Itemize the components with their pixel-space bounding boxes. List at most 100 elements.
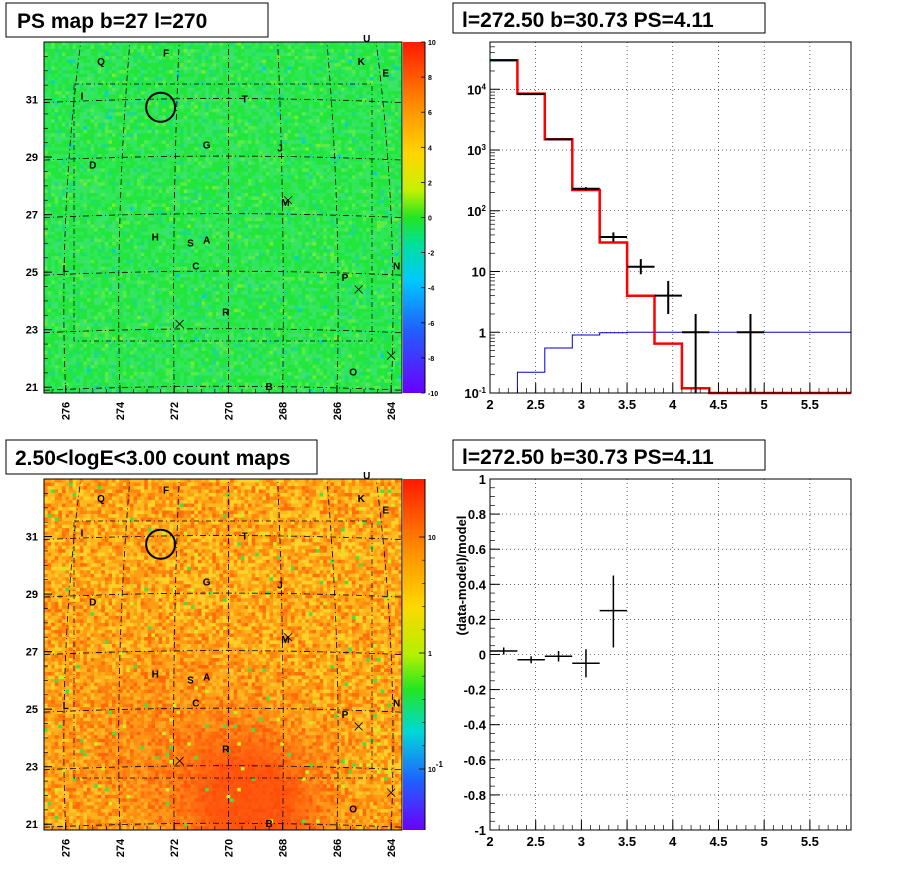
x-tick-label: 270 <box>223 839 235 857</box>
x-tick-label: 264 <box>386 838 398 857</box>
source-label: H <box>152 233 159 244</box>
y-tick-label: 0.6 <box>468 542 486 557</box>
source-label: I <box>81 529 84 540</box>
x-tick-label: 5.5 <box>801 834 819 849</box>
x-marker <box>386 351 396 360</box>
y-tick-label: 103 <box>467 143 486 158</box>
y-tick-label: -0.8 <box>464 788 486 803</box>
background-model-line <box>490 331 851 394</box>
source-label: K <box>358 57 366 68</box>
x-tick-label: 274 <box>115 401 127 420</box>
count-map-pixels <box>44 479 403 831</box>
residual-panel: 2 2.5 3 3.5 4 4.5 5 5.5 1 0.8 0.6 0.4 0.2 0 -0.2 -0.4 -0… <box>452 439 852 849</box>
x-tick-label: 4 <box>669 397 677 412</box>
ps-map-grid <box>43 41 403 394</box>
y-tick-label: 21 <box>26 819 38 831</box>
x-tick-label: 266 <box>332 839 344 857</box>
x-tick-label: 2 <box>486 397 493 412</box>
count-map-axes: 276 274 272 270 268 266 264 31 29 27 25 23 21 <box>26 493 398 857</box>
x-tick-label: 3 <box>578 834 585 849</box>
x-marker <box>354 722 363 731</box>
x-tick-label: 270 <box>223 402 235 420</box>
source-label: M <box>281 635 289 646</box>
y-tick-label: 104 <box>467 82 486 97</box>
x-tick-label: 4.5 <box>709 834 727 849</box>
residual-grid <box>490 479 851 830</box>
spectrum-frame: 2 2.5 3 3.5 4 4.5 5 5.5 10-1 1 10 102 103 104 <box>464 41 852 412</box>
count-map-grid <box>43 478 403 831</box>
spectrum-title-box: l=272.50 b=30.73 PS=4.11 <box>452 2 766 34</box>
x-marker <box>175 756 184 766</box>
source-label: A <box>203 672 210 683</box>
residual-title-box: l=272.50 b=30.73 PS=4.11 <box>452 439 766 471</box>
x-tick-label: 2.5 <box>527 397 545 412</box>
source-label: N <box>393 261 400 272</box>
y-tick-label: 102 <box>467 204 486 219</box>
candidate-circle <box>145 91 177 123</box>
x-tick-label: 268 <box>278 402 290 420</box>
ps-map-source-labels: Q F U K E I T G J D M H S A C L P N R O B <box>63 34 401 393</box>
y-tick-label: -0.4 <box>464 718 487 733</box>
spectrum-panel: 2 2.5 3 3.5 4 4.5 5 5.5 10-1 1 10 102 103 104 l=272.5… <box>452 2 852 412</box>
y-tick-label: 21 <box>26 382 38 394</box>
source-label: G <box>203 141 211 152</box>
y-tick-label: 1 <box>479 325 486 340</box>
x-marker <box>354 285 363 294</box>
x-tick-label: 4.5 <box>709 397 727 412</box>
y-tick-label: 1 <box>479 472 486 487</box>
x-tick-label: 266 <box>332 402 344 420</box>
source-label: C <box>192 261 199 272</box>
x-tick-label: 264 <box>386 401 398 420</box>
count-map-colorbar: 10 1 10-1 <box>403 479 443 830</box>
colorbar-tick-label: 4 <box>428 145 432 152</box>
colorbar-tick-label: -4 <box>428 286 434 293</box>
x-tick-label: 276 <box>61 839 73 857</box>
colorbar-tick-label: 1 <box>428 651 432 658</box>
x-tick-label: 3.5 <box>618 834 636 849</box>
source-label: B <box>265 819 272 830</box>
source-label: U <box>363 34 370 45</box>
source-label: D <box>89 598 96 609</box>
colorbar-tick-label: 8 <box>428 75 432 82</box>
y-tick-label: 10-1 <box>464 386 486 401</box>
source-label: T <box>242 531 248 542</box>
source-label: H <box>152 670 159 681</box>
y-tick-label: 29 <box>26 152 38 164</box>
source-label: U <box>363 471 370 482</box>
y-tick-label: -0.2 <box>464 683 486 698</box>
x-tick-label: 3 <box>578 397 585 412</box>
colorbar-tick-label: -6 <box>428 321 434 328</box>
x-tick-label: 272 <box>169 402 181 420</box>
x-tick-label: 5 <box>761 834 768 849</box>
source-label: F <box>163 48 169 59</box>
source-label: I <box>81 92 84 103</box>
residual-frame: 2 2.5 3 3.5 4 4.5 5 5.5 1 0.8 0.6 0.4 0.2 0 -0.2 -0.4 -0… <box>454 472 852 849</box>
y-tick-label: 25 <box>26 704 38 716</box>
y-tick-label: 23 <box>26 325 38 337</box>
y-tick-label: 0.8 <box>468 507 486 522</box>
residual-points <box>490 575 628 678</box>
y-tick-label: -0.6 <box>464 753 486 768</box>
source-label: E <box>382 506 389 517</box>
spectrum-axes: 2 2.5 3 3.5 4 4.5 5 5.5 10-1 1 10 102 103 104 <box>464 41 847 412</box>
source-label: M <box>281 198 289 209</box>
ps-map-title: PS map b=27 l=270 <box>17 10 207 33</box>
colorbar-tick-label: 10 <box>428 40 436 47</box>
source-label: C <box>192 698 199 709</box>
y-tick-label: 10 <box>472 265 486 280</box>
source-label: G <box>203 578 211 589</box>
source-label: E <box>382 69 389 80</box>
x-tick-label: 272 <box>169 839 181 857</box>
colorbar-tick-label: 2 <box>428 180 432 187</box>
colorbar-tick-label: -10 <box>428 391 438 398</box>
y-tick-label: 29 <box>26 589 38 601</box>
y-tick-label: 23 <box>26 762 38 774</box>
x-tick-label: 4 <box>669 834 677 849</box>
colorbar-tick-label: 10 <box>428 535 436 542</box>
source-label: L <box>63 701 69 712</box>
source-label: O <box>349 368 357 379</box>
colorbar-tick-label: -8 <box>428 356 434 363</box>
source-label: J <box>277 143 283 154</box>
